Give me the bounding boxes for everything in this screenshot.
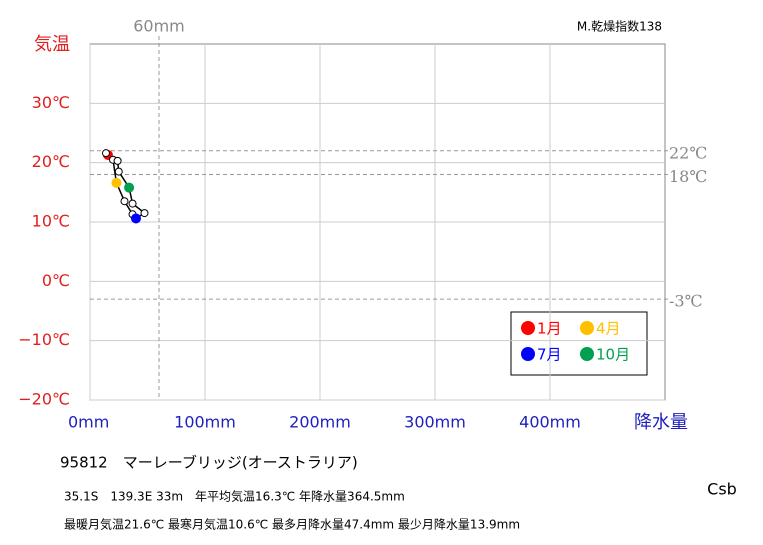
data-point — [114, 167, 123, 176]
x-tick-label: 100mm — [174, 413, 236, 432]
data-point — [120, 197, 129, 206]
data-point — [124, 182, 135, 193]
x-tick-label: 400mm — [519, 413, 581, 432]
legend-label: 1月 — [537, 320, 562, 338]
legend-marker — [521, 347, 535, 361]
x-tick-label: 0mm — [68, 413, 109, 432]
y-tick-label: 10℃ — [32, 212, 70, 231]
data-point — [113, 156, 122, 165]
x-tick-label: 200mm — [289, 413, 351, 432]
data-point — [140, 209, 149, 218]
y-tick-label: 30℃ — [32, 93, 70, 112]
legend-label: 4月 — [596, 320, 621, 338]
legend-marker — [521, 321, 535, 335]
info-line: 35.1S 139.3E 33m 年平均気温16.3℃ 年降水量364.5mm — [64, 489, 405, 504]
legend-label: 10月 — [596, 346, 630, 364]
ref-label: 18℃ — [669, 167, 707, 186]
station: 95812 マーレーブリッジ(オーストラリア) — [60, 454, 358, 472]
dryness-index: M.乾燥指数138 — [577, 19, 662, 34]
x-axis-label: 降水量 — [634, 412, 688, 433]
legend-label: 7月 — [537, 346, 562, 364]
data-point — [111, 177, 122, 188]
ref-label: 60mm — [133, 17, 185, 36]
data-point — [128, 199, 137, 208]
climate-class: Csb — [707, 480, 737, 499]
y-tick-label: 20℃ — [32, 152, 70, 171]
ref-label: 22℃ — [669, 143, 707, 162]
y-tick-label: 0℃ — [42, 271, 70, 290]
y-axis-label: 気温 — [34, 34, 70, 55]
legend-marker — [580, 347, 594, 361]
legend-box — [510, 311, 648, 376]
ref-label: -3℃ — [669, 292, 702, 311]
x-tick-label: 300mm — [404, 413, 466, 432]
info-line: 最暖月気温21.6℃ 最寒月気温10.6℃ 最多月降水量47.4mm 最少月降水… — [64, 517, 520, 532]
y-tick-label: −20℃ — [18, 390, 70, 409]
data-point — [101, 149, 110, 158]
y-tick-label: −10℃ — [18, 330, 70, 349]
legend-marker — [580, 321, 594, 335]
data-point — [131, 213, 141, 224]
